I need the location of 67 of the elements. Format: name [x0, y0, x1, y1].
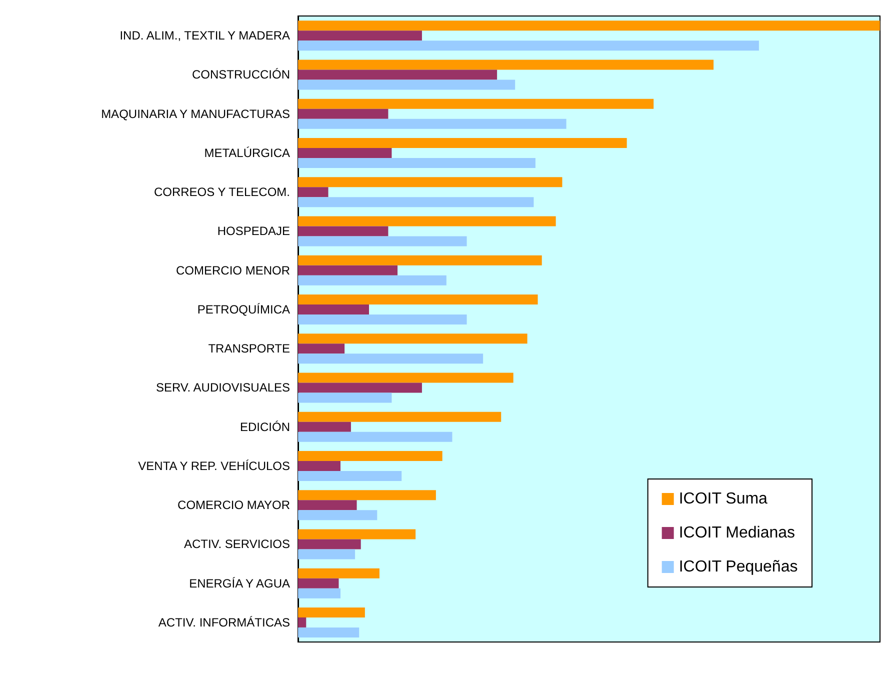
bar — [298, 60, 714, 70]
bar — [298, 460, 340, 471]
y-tick-label: IND. ALIM., TEXTIL Y MADERA — [120, 28, 290, 43]
bar — [298, 372, 514, 383]
legend-label: ICOIT Medianas — [678, 524, 796, 542]
bar — [298, 148, 392, 158]
bar — [298, 236, 467, 246]
bar — [298, 450, 442, 461]
bar — [298, 265, 398, 276]
y-tick-label: METALÚRGICA — [204, 146, 290, 160]
y-tick-label: ENERGÍA Y AGUA — [189, 576, 290, 590]
bar — [298, 197, 534, 208]
bar — [298, 294, 538, 304]
bar — [298, 30, 422, 41]
bar — [298, 607, 365, 618]
y-tick-label: COMERCIO MENOR — [176, 263, 290, 278]
bar — [298, 158, 536, 168]
bar — [298, 578, 339, 588]
y-tick-label: CORREOS Y TELECOM. — [154, 185, 290, 200]
bar — [298, 275, 446, 286]
legend-label: ICOIT Suma — [678, 490, 768, 508]
bar — [298, 108, 388, 119]
bar — [298, 354, 484, 364]
bar — [298, 344, 345, 354]
bar — [298, 549, 356, 560]
bar — [298, 334, 528, 344]
bar — [298, 588, 340, 598]
bar — [298, 392, 392, 403]
bar — [298, 216, 556, 226]
bar — [298, 304, 370, 314]
bar — [298, 470, 402, 481]
bar — [298, 627, 360, 638]
bar — [298, 255, 542, 266]
bar — [298, 500, 357, 510]
y-tick-label: ACTIV. INFORMÁTICAS — [158, 615, 290, 630]
bar — [298, 118, 566, 129]
y-tick-label: MAQUINARIA Y MANUFACTURAS — [101, 106, 290, 121]
y-tick-label: EDICIÓN — [240, 420, 290, 434]
bar — [298, 80, 516, 90]
bar — [298, 177, 562, 188]
y-tick-label: COMERCIO MAYOR — [178, 498, 290, 512]
bar — [298, 70, 498, 80]
bar — [298, 226, 388, 236]
y-tick-label: ACTIV. SERVICIOS — [184, 537, 290, 552]
bar — [298, 490, 436, 500]
bar — [298, 568, 380, 578]
bar — [298, 40, 759, 51]
y-tick-label: CONSTRUCCIÓN — [192, 68, 290, 82]
bar — [298, 98, 654, 109]
y-tick-label: PETROQUÍMICA — [197, 302, 290, 316]
bar — [298, 529, 416, 540]
y-tick-label: HOSPEDAJE — [217, 224, 290, 238]
bar — [298, 412, 502, 422]
y-tick-label: TRANSPORTE — [208, 342, 290, 356]
bar — [298, 20, 880, 31]
bar — [298, 432, 452, 442]
y-tick-label: VENTA Y REP. VEHÍCULOS — [138, 458, 290, 473]
bar — [298, 138, 627, 148]
bar — [298, 382, 422, 393]
legend-label: ICOIT Pequeñas — [678, 558, 798, 576]
bar — [298, 314, 467, 324]
bar — [298, 539, 361, 550]
bar — [298, 187, 328, 198]
y-tick-label: SERV. AUDIOVISUALES — [156, 380, 290, 395]
bar — [298, 510, 378, 520]
bar — [298, 422, 351, 432]
bar — [298, 617, 306, 628]
